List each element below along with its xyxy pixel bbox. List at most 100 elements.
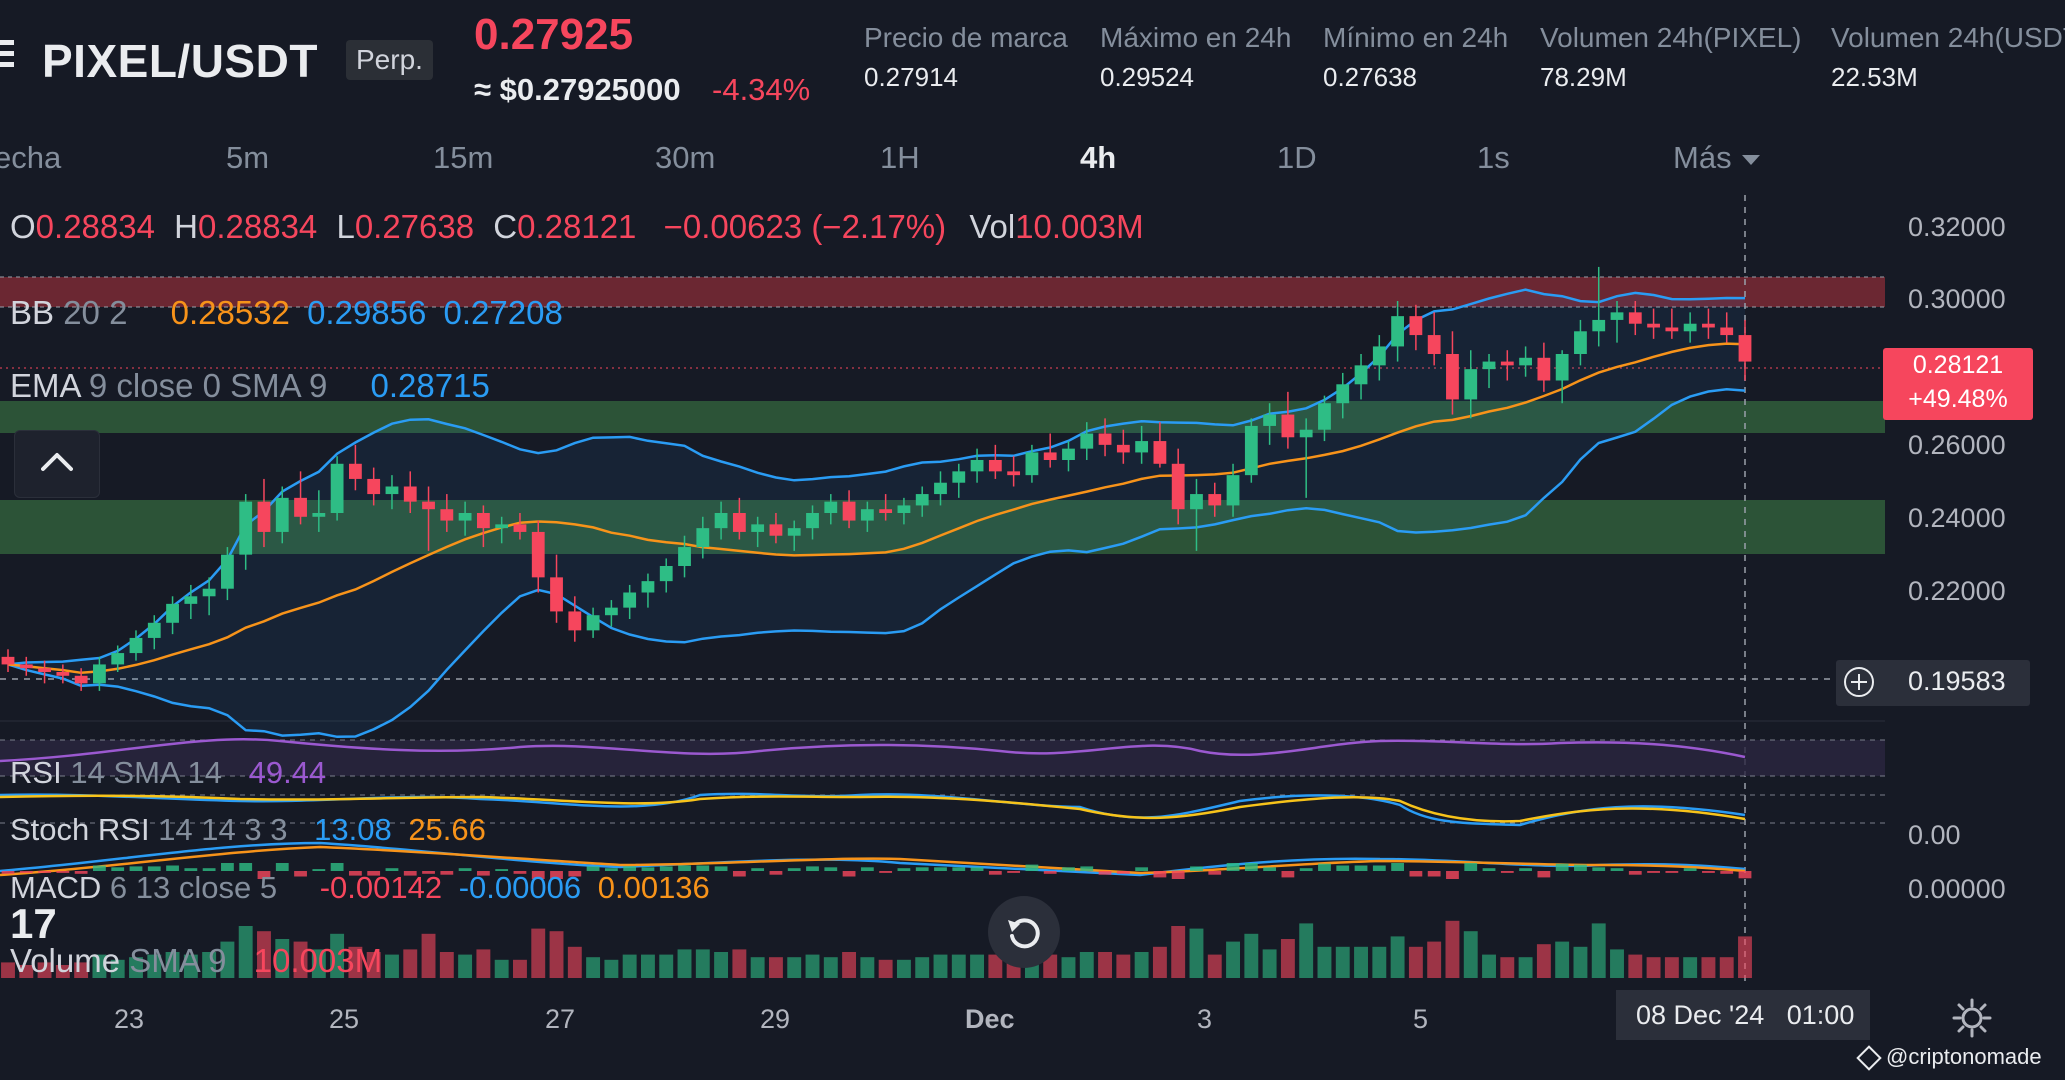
macd-hist-bar: [1062, 867, 1075, 871]
macd-hist-bar: [641, 867, 655, 871]
macd-signal-line: [0, 845, 1746, 877]
bollinger-upper-line: [7, 288, 1746, 666]
bollinger-lower-line: [7, 387, 1746, 739]
candle-body: [1171, 463, 1185, 510]
volume-bar: [275, 939, 290, 978]
macd-hist-bar: [184, 868, 198, 871]
bb-upper-value: 0.29856: [307, 294, 427, 331]
candle-body: [1190, 494, 1203, 510]
stoch-legend[interactable]: Stoch RSI 14 14 3 3 13.08 25.66: [10, 812, 486, 848]
macd-hist-bar: [1025, 864, 1039, 871]
crosshair-price-label: [1836, 660, 2030, 706]
candle-body: [1281, 414, 1295, 438]
add-alert-icon[interactable]: [1843, 666, 1875, 698]
stoch-params: 14 14 3 3: [158, 812, 288, 847]
current-price-value: 0.28121: [1912, 351, 2004, 379]
diamond-icon: [1856, 1045, 1882, 1071]
volume-bar: [147, 954, 162, 978]
ohlc-close-key: C: [493, 208, 518, 245]
candle-body: [257, 501, 271, 532]
ticker-header: PIXEL/USDT Perp. 0.27925 ≈ $0.27925000 -…: [0, 0, 2065, 120]
collapse-legend-button[interactable]: [14, 430, 100, 498]
volume-bar: [1299, 923, 1314, 978]
stat-volume-quote-value: 22.53M: [1831, 62, 1918, 92]
candle-body: [586, 615, 600, 631]
volume-bar: [439, 952, 454, 978]
interval-15m[interactable]: 15m: [433, 140, 494, 175]
price-tick-4: 0.24000: [1908, 503, 2006, 533]
ohlc-open-value: 0.28834: [35, 208, 155, 245]
rsi-legend[interactable]: RSI 14 SMA 14 49.44: [10, 755, 326, 791]
macd-hist-bar: [1372, 865, 1386, 871]
stat-volume-base-value: 78.29M: [1540, 62, 1627, 92]
macd-hist-bar: [860, 867, 874, 871]
volume-bar: [1262, 949, 1277, 978]
interval-1d[interactable]: 1D: [1277, 140, 1317, 175]
volume-bar: [933, 954, 948, 978]
ohlc-high-value: 0.28834: [197, 208, 318, 245]
macd-hist-bar: [349, 871, 362, 876]
macd-hist-bar: [550, 871, 563, 879]
ohlc-close-value: 0.28121: [517, 208, 637, 245]
volume-bar: [311, 949, 326, 978]
candle-body: [1226, 475, 1240, 506]
macd-hist-bar: [111, 867, 125, 871]
volume-bar: [805, 954, 820, 978]
candle-body: [1482, 361, 1496, 370]
time-tick-3: 27: [545, 1004, 576, 1034]
interval-5m[interactable]: 5m: [226, 140, 270, 175]
interval-4h[interactable]: 4h: [1080, 140, 1117, 175]
volume-bar: [330, 933, 345, 978]
volume-bar: [1701, 957, 1716, 978]
candle-body: [623, 592, 637, 608]
volume-bar: [1463, 931, 1478, 978]
menu-icon[interactable]: [0, 40, 20, 78]
interval-30m[interactable]: 30m: [655, 140, 716, 175]
volume-bar: [586, 957, 601, 978]
macd-hist-bar: [147, 866, 161, 871]
candle-body: [604, 607, 618, 616]
resistance-zone: [0, 277, 1885, 307]
bb-legend[interactable]: BB 20 2 0.28532 0.29856 0.27208: [10, 294, 563, 332]
macd-hist-bar: [312, 869, 326, 871]
candle-body: [440, 509, 454, 521]
bollinger-fill: [8, 289, 1745, 737]
macd-legend[interactable]: MACD 6 13 close 5 -0.00142 -0.00006 0.00…: [10, 870, 710, 906]
volume-bar: [293, 941, 308, 978]
macd-hist-bar: [1190, 866, 1203, 871]
volume-bar: [1482, 954, 1496, 978]
volume-bar: [1280, 939, 1295, 978]
volume-bar: [1610, 949, 1624, 978]
macd-hist-bar: [294, 871, 307, 877]
interval-1h[interactable]: 1H: [880, 140, 920, 175]
candle-body: [751, 524, 765, 532]
volume-bar: [513, 959, 527, 978]
interval-time[interactable]: echa: [0, 140, 62, 175]
ema-legend[interactable]: EMA 9 close 0 SMA 9 0.28715: [10, 367, 490, 405]
interval-1s[interactable]: 1s: [1477, 140, 1510, 175]
settings-icon[interactable]: [1952, 998, 1992, 1038]
last-price: 0.27925: [474, 10, 634, 59]
volume-legend[interactable]: Volume SMA 9 10.003M: [10, 942, 382, 980]
volume-bar: [183, 954, 198, 978]
candle-body: [1025, 452, 1039, 476]
macd-hist-bar: [1135, 867, 1149, 871]
volume-bar: [915, 957, 930, 978]
pair-name[interactable]: PIXEL/USDT: [42, 35, 318, 87]
macd-params: 6 13 close 5: [109, 870, 278, 905]
price-chart[interactable]: [0, 195, 1885, 985]
ohlc-low-value: 0.27638: [354, 208, 475, 245]
volume-bar: [476, 949, 491, 978]
macd-hist-bar: [879, 871, 893, 873]
more-intervals-button[interactable]: Más: [1673, 140, 1760, 176]
candle-body: [458, 513, 472, 521]
reset-chart-button[interactable]: [988, 896, 1060, 968]
macd-hist-bar: [586, 866, 600, 871]
candle-body: [1080, 433, 1094, 449]
macd-hist-bar: [1482, 868, 1496, 871]
volume-bar: [1445, 920, 1460, 978]
macd-hist-bar: [1244, 863, 1258, 871]
reset-icon: [1008, 918, 1040, 949]
contract-type-badge: Perp.: [346, 40, 433, 80]
candle-body: [1116, 444, 1130, 453]
